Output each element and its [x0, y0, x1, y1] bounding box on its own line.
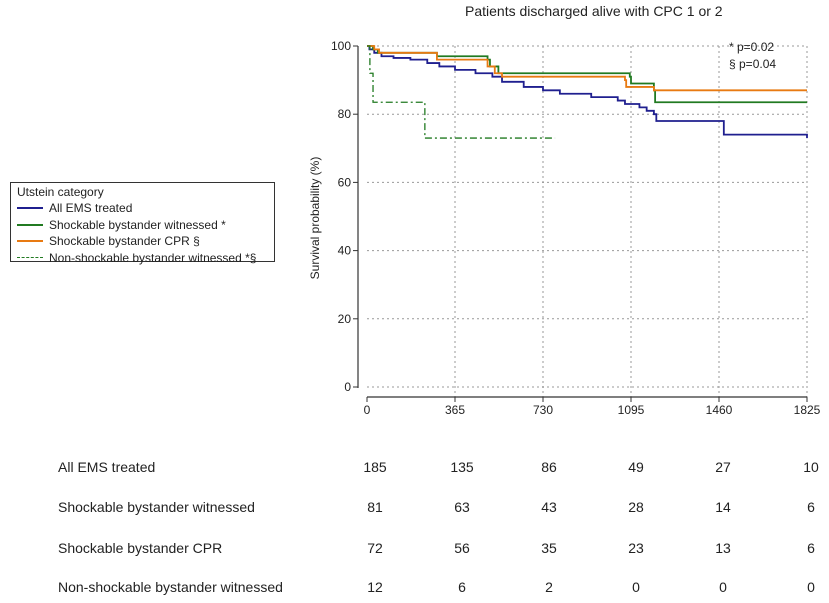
risk-cell: 0	[807, 579, 815, 595]
grid-layer	[367, 45, 808, 397]
y-tick-label: 80	[338, 107, 352, 121]
risk-row: Non-shockable bystander witnessed 12 6 2…	[0, 579, 829, 599]
legend-label: Shockable bystander witnessed *	[49, 217, 226, 232]
legend-swatch	[17, 223, 43, 226]
legend-swatch	[17, 240, 43, 243]
y-tick-label: 60	[338, 175, 352, 189]
risk-cell: 63	[454, 499, 470, 515]
legend-item: Non-shockable bystander witnessed *§	[17, 250, 268, 267]
risk-cell: 0	[719, 579, 727, 595]
legend-label: Shockable bystander CPR §	[49, 234, 200, 249]
risk-cell: 6	[807, 540, 815, 556]
x-tick-label: 1460	[706, 403, 733, 417]
risk-cell: 2	[545, 579, 553, 595]
x-tick-label: 730	[533, 403, 553, 417]
legend-item: All EMS treated	[17, 200, 268, 217]
legend-swatch	[17, 207, 43, 210]
risk-cell: 56	[454, 540, 470, 556]
risk-cell: 6	[807, 499, 815, 515]
risk-cell: 23	[628, 540, 644, 556]
legend-item: Shockable bystander witnessed *	[17, 217, 268, 234]
risk-cell: 10	[803, 459, 819, 475]
risk-cell: 43	[541, 499, 557, 515]
risk-cell: 49	[628, 459, 644, 475]
y-tick-label: 20	[338, 312, 352, 326]
risk-row: All EMS treated 185 135 86 49 27 10	[0, 459, 829, 479]
risk-cell: 12	[367, 579, 383, 595]
y-tick-label: 100	[331, 39, 351, 53]
legend: Utstein category All EMS treated Shockab…	[10, 182, 275, 265]
chart-title: Patients discharged alive with CPC 1 or …	[465, 3, 723, 19]
legend-label: All EMS treated	[49, 201, 133, 216]
risk-row-label: All EMS treated	[58, 459, 156, 475]
risk-cell: 13	[715, 540, 731, 556]
km-curve	[367, 45, 807, 92]
risk-cell: 14	[715, 499, 731, 515]
axis-layer: 0 20 40 60 80 100 0 365 730 1095 1460 1825	[331, 39, 821, 417]
risk-cell: 28	[628, 499, 644, 515]
y-tick-label: 0	[344, 380, 351, 394]
legend-label: Non-shockable bystander witnessed *§	[49, 250, 257, 265]
km-curve	[367, 45, 808, 139]
annotation-p1: * p=0.02	[729, 40, 775, 54]
risk-cell: 86	[541, 459, 557, 475]
x-tick-label: 1095	[618, 403, 645, 417]
risk-row-label: Shockable bystander witnessed	[58, 499, 255, 515]
x-tick-label: 0	[364, 403, 371, 417]
km-curve	[367, 45, 556, 139]
series-layer	[367, 45, 808, 139]
risk-row: Shockable bystander witnessed 81 63 43 2…	[0, 499, 829, 519]
risk-cell: 185	[363, 459, 387, 475]
risk-cell: 6	[458, 579, 466, 595]
risk-cell: 35	[541, 540, 557, 556]
risk-row-label: Shockable bystander CPR	[58, 540, 223, 556]
risk-cell: 72	[367, 540, 383, 556]
x-tick-label: 1825	[794, 403, 821, 417]
x-tick-label: 365	[445, 403, 465, 417]
risk-cell: 135	[450, 459, 474, 475]
risk-row: Shockable bystander CPR 72 56 35 23 13 6	[0, 540, 829, 560]
risk-cell: 0	[632, 579, 640, 595]
risk-cell: 81	[367, 499, 383, 515]
annotation-p2: § p=0.04	[729, 57, 777, 71]
legend-title: Utstein category	[17, 185, 104, 199]
risk-cell: 27	[715, 459, 731, 475]
legend-item: Shockable bystander CPR §	[17, 233, 268, 250]
y-axis-label: Survival probability (%)	[308, 157, 322, 280]
risk-row-label: Non-shockable bystander witnessed	[58, 579, 283, 595]
y-tick-label: 40	[338, 244, 352, 258]
km-chart: 0 20 40 60 80 100 0 365 730 1095 1460 1825 Survival…	[308, 39, 821, 417]
legend-swatch	[17, 257, 43, 259]
